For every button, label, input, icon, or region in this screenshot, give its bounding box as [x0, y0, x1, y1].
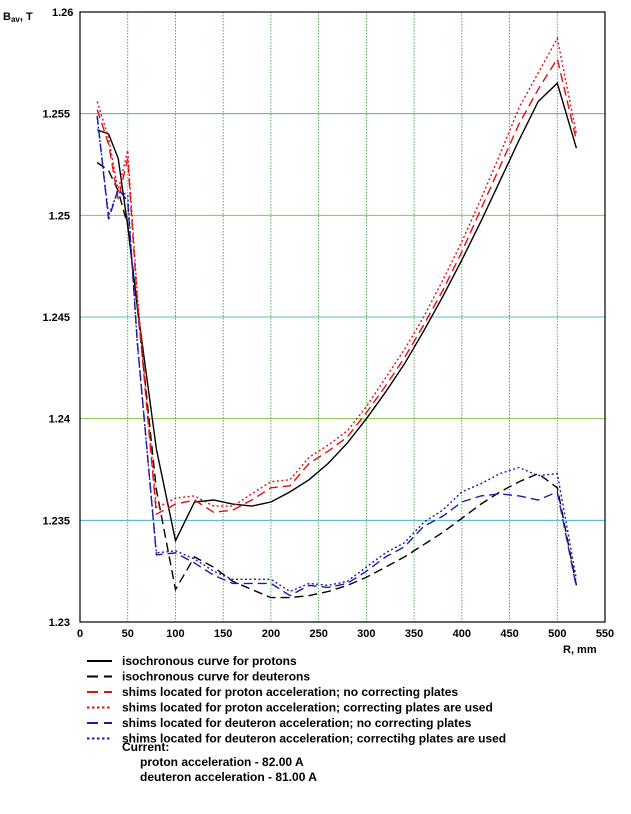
series-line-2: [96, 161, 578, 599]
legend-label-2: isochronous curve for deuterons: [122, 670, 310, 684]
x-tick-label: 500: [548, 628, 566, 640]
series-line-4: [96, 36, 578, 510]
y-tick-label: 1.235: [42, 515, 70, 527]
series-line-3: [96, 57, 578, 516]
y-tick-label: 1.24: [49, 414, 71, 426]
proton-current: proton acceleration - 82.00 A: [140, 755, 304, 769]
series-line-1: [96, 81, 578, 543]
legend-label-3: shims located for proton acceleration; n…: [122, 685, 458, 699]
y-tick-label: 1.255: [42, 109, 70, 121]
y-axis-label: Bav, T: [3, 11, 33, 24]
x-axis-label: R, mm: [563, 644, 597, 656]
y-tick-label: 1.26: [52, 7, 73, 19]
current-title: Current:: [122, 740, 170, 754]
x-tick-label: 450: [500, 628, 518, 640]
x-tick-label: 100: [166, 628, 184, 640]
x-tick-label: 150: [214, 628, 232, 640]
x-tick-label: 350: [405, 628, 423, 640]
series-lines: [96, 36, 578, 599]
series-line-5: [96, 115, 578, 597]
current-note: Current: proton acceleration - 82.00 A d…: [122, 740, 317, 785]
x-tick-label: 300: [357, 628, 375, 640]
legend-label-4: shims located for proton acceleration; c…: [122, 701, 493, 715]
grid: [80, 12, 605, 622]
legend-label-6: shims located for deuteron acceleration;…: [122, 732, 506, 746]
x-tick-label: 400: [453, 628, 471, 640]
legend: isochronous curve for protons isochronous…: [87, 654, 506, 746]
x-tick-label: 0: [77, 628, 83, 640]
x-tick-label: 200: [262, 628, 280, 640]
x-tick-label: 550: [596, 628, 614, 640]
x-tick-label: 50: [122, 628, 134, 640]
deuteron-current: deuteron acceleration - 81.00 A: [140, 770, 317, 784]
x-tick-label: 250: [309, 628, 327, 640]
series-line-6: [96, 117, 578, 593]
plot-frame: [79, 11, 606, 623]
legend-label-5: shims located for deuteron acceleration;…: [122, 716, 472, 730]
y-tick-label: 1.25: [49, 210, 70, 222]
y-tick-label: 1.245: [42, 312, 70, 324]
legend-label-1: isochronous curve for protons: [122, 654, 297, 668]
tick-labels: 0 50 100 150 200 250 300 350 400 450 500 550 1.23 1.2…: [42, 7, 614, 640]
y-tick-label: 1.23: [49, 617, 70, 629]
